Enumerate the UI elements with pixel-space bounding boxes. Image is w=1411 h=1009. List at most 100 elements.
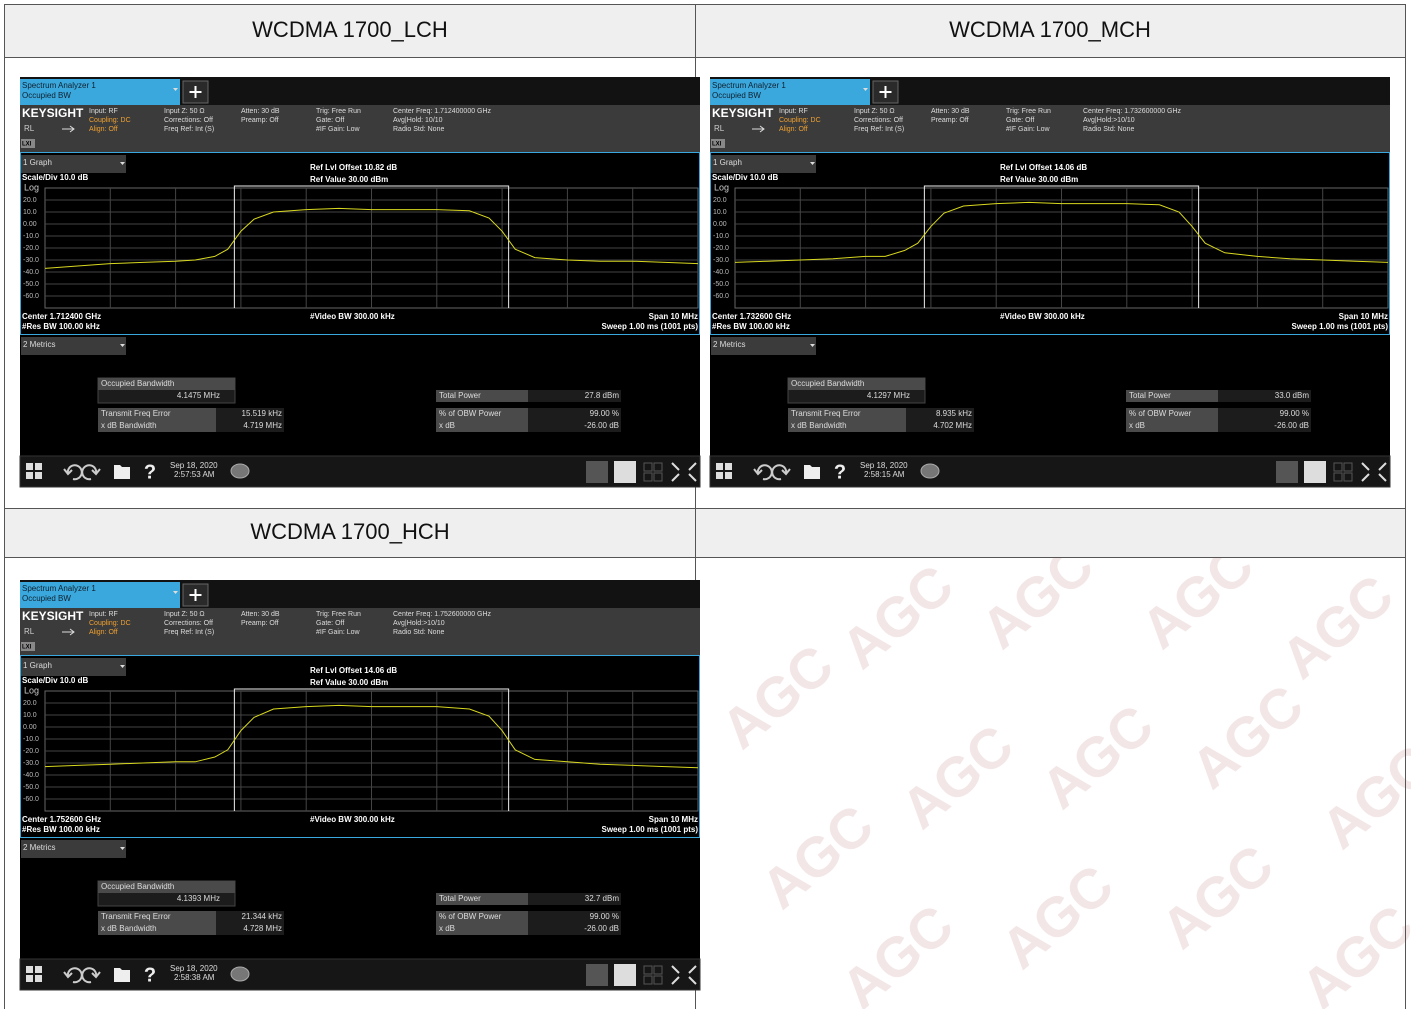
y-tick-label: -50.0 bbox=[23, 784, 39, 791]
y-tick-label: 20.0 bbox=[23, 700, 37, 707]
setting: Input: RF bbox=[89, 611, 118, 618]
res-bw: #Res BW 100.00 kHz bbox=[22, 322, 100, 331]
metrics-menu-label: 2 Metrics bbox=[23, 843, 55, 852]
setting: Preamp: Off bbox=[241, 117, 279, 124]
metric-label: % of OBW Power bbox=[439, 409, 502, 418]
touch-icon bbox=[614, 461, 636, 483]
setting: Freq Ref: Int (S) bbox=[164, 126, 214, 133]
watermark: AGC bbox=[1289, 892, 1411, 1009]
tab-mode: Occupied BW bbox=[22, 91, 71, 100]
metric-value: 4.1297 MHz bbox=[867, 391, 910, 400]
setting: Corrections: Off bbox=[164, 620, 213, 627]
lxi-label: LXI bbox=[712, 142, 722, 148]
metric-value: 99.00 % bbox=[590, 912, 619, 921]
chat-icon bbox=[231, 967, 249, 981]
setting: Input: RF bbox=[89, 108, 118, 115]
metric-value: -26.00 dB bbox=[584, 924, 619, 933]
y-tick-label: 20.0 bbox=[713, 197, 727, 204]
metric-label: Total Power bbox=[439, 894, 481, 903]
setting: Trig: Free Run bbox=[316, 108, 361, 115]
setting: Radio Std: None bbox=[393, 126, 444, 133]
tab-mode: Occupied BW bbox=[22, 594, 71, 603]
metric-value: 27.8 dBm bbox=[585, 391, 620, 400]
ref-offset: Ref Lvl Offset 10.82 dB bbox=[310, 163, 397, 172]
span: Span 10 MHz bbox=[649, 815, 698, 824]
metric-value: 99.00 % bbox=[590, 409, 619, 418]
setting: Gate: Off bbox=[316, 117, 344, 124]
sweep: Sweep 1.00 ms (1001 pts) bbox=[1292, 322, 1389, 331]
span: Span 10 MHz bbox=[649, 312, 698, 321]
metric-label: Occupied Bandwidth bbox=[791, 379, 864, 388]
center-freq: Center 1.712400 GHz bbox=[22, 312, 101, 321]
watermark: AGC bbox=[1269, 562, 1405, 690]
video-bw: #Video BW 300.00 kHz bbox=[310, 815, 395, 824]
graph-menu-label: 1 Graph bbox=[23, 158, 52, 167]
log-label: Log bbox=[24, 182, 39, 192]
metric-value: 4.719 MHz bbox=[243, 421, 282, 430]
sweep: Sweep 1.00 ms (1001 pts) bbox=[602, 825, 699, 834]
y-tick-label: -10.0 bbox=[23, 736, 39, 743]
res-bw: #Res BW 100.00 kHz bbox=[22, 825, 100, 834]
center-freq: Center 1.752600 GHz bbox=[22, 815, 101, 824]
metric-value: 8.935 kHz bbox=[936, 409, 972, 418]
scale-label: Scale/Div 10.0 dB bbox=[22, 676, 88, 685]
scale-label: Scale/Div 10.0 dB bbox=[712, 173, 778, 182]
watermark: AGC bbox=[1179, 672, 1315, 800]
help-icon: ? bbox=[834, 461, 846, 483]
y-tick-label: -40.0 bbox=[23, 772, 39, 779]
watermark: AGC bbox=[1149, 832, 1285, 960]
ref-value: Ref Value 30.00 dBm bbox=[310, 678, 388, 687]
setting: Center Freq: 1.732600000 GHz bbox=[1083, 108, 1182, 115]
y-tick-label: 0.00 bbox=[23, 724, 37, 731]
y-tick-label: -50.0 bbox=[713, 281, 729, 288]
metric-value: 4.1393 MHz bbox=[177, 894, 220, 903]
tab-title: Spectrum Analyzer 1 bbox=[22, 81, 96, 90]
watermark: AGC bbox=[709, 632, 845, 760]
y-tick-label: -10.0 bbox=[23, 233, 39, 240]
analyzer-screen: Spectrum Analyzer 1Occupied BWKEYSIGHTRL… bbox=[20, 580, 700, 990]
brand: KEYSIGHT bbox=[22, 106, 84, 120]
y-tick-label: -30.0 bbox=[23, 760, 39, 767]
metric-value: 99.00 % bbox=[1280, 409, 1309, 418]
y-tick-label: -30.0 bbox=[713, 257, 729, 264]
setting: Atten: 30 dB bbox=[931, 108, 970, 115]
ref-value: Ref Value 30.00 dBm bbox=[1000, 175, 1078, 184]
metric-value: 33.0 dBm bbox=[1275, 391, 1310, 400]
watermark: AGC bbox=[749, 792, 885, 920]
y-tick-label: 0.00 bbox=[713, 221, 727, 228]
chat-icon bbox=[921, 464, 939, 478]
res-bw: #Res BW 100.00 kHz bbox=[712, 322, 790, 331]
graph-menu-label: 1 Graph bbox=[23, 661, 52, 670]
setting: Coupling: DC bbox=[89, 620, 131, 627]
touch-icon bbox=[1304, 461, 1326, 483]
lxi-label: LXI bbox=[22, 645, 32, 651]
lxi-label: LXI bbox=[22, 142, 32, 148]
setting: Center Freq: 1.752600000 GHz bbox=[393, 611, 492, 618]
date: Sep 18, 2020 bbox=[860, 461, 908, 470]
y-tick-label: -20.0 bbox=[23, 748, 39, 755]
setting: #IF Gain: Low bbox=[316, 629, 361, 636]
time: 2:58:38 AM bbox=[174, 973, 215, 982]
folder-icon bbox=[114, 465, 130, 479]
setting: Corrections: Off bbox=[164, 117, 213, 124]
brand: KEYSIGHT bbox=[712, 106, 774, 120]
cell-header: WCDMA 1700_LCH bbox=[252, 17, 448, 42]
setting: Align: Off bbox=[779, 126, 808, 133]
metric-label: Occupied Bandwidth bbox=[101, 379, 174, 388]
tab-mode: Occupied BW bbox=[712, 91, 761, 100]
setting: Coupling: DC bbox=[89, 117, 131, 124]
metric-label: Total Power bbox=[1129, 391, 1171, 400]
report-table: AGCAGCAGCAGCAGCAGCAGCAGCAGCAGCAGCAGCAGCA… bbox=[0, 0, 1411, 1009]
log-label: Log bbox=[24, 685, 39, 695]
setting: Gate: Off bbox=[316, 620, 344, 627]
setting: Trig: Free Run bbox=[1006, 108, 1051, 115]
center-freq: Center 1.732600 GHz bbox=[712, 312, 791, 321]
y-tick-label: -20.0 bbox=[713, 245, 729, 252]
metric-label: x dB Bandwidth bbox=[101, 924, 157, 933]
setting: Gate: Off bbox=[1006, 117, 1034, 124]
keypad-icon bbox=[586, 461, 608, 483]
folder-icon bbox=[114, 968, 130, 982]
keypad-icon bbox=[1276, 461, 1298, 483]
y-tick-label: -50.0 bbox=[23, 281, 39, 288]
metric-label: % of OBW Power bbox=[439, 912, 502, 921]
